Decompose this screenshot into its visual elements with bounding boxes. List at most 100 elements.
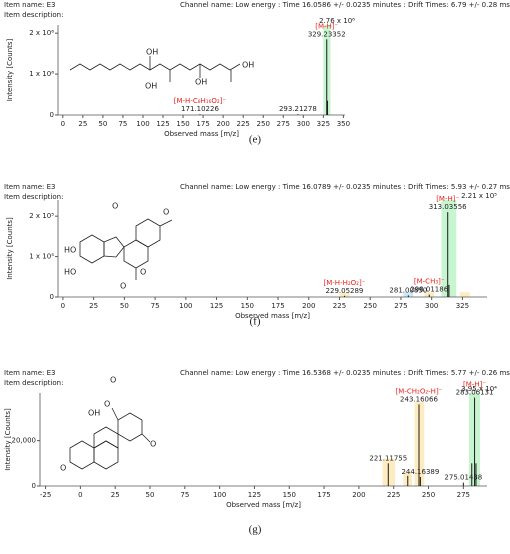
x-tick-label: 100 xyxy=(179,302,192,310)
peak-label: 221.11755 xyxy=(369,454,407,462)
caption: (e) xyxy=(249,134,262,146)
panel: OH OH OH OH Item name: E3 Item descriptio… xyxy=(4,1,510,146)
x-tick-label: 75 xyxy=(180,491,189,499)
structure-label: O xyxy=(60,464,66,473)
ion-label: [M-H]⁻ xyxy=(315,22,338,30)
x-tick-label: 0 xyxy=(78,491,82,499)
ion-label: [M-CH₂O₂-H]⁻ xyxy=(396,387,443,395)
x-tick-label: 0 xyxy=(61,120,65,128)
x-tick-label: 100 xyxy=(213,491,226,499)
channel: Channel name: Low energy : Time 16.0586 … xyxy=(180,1,510,9)
x-tick-label: 150 xyxy=(176,120,189,128)
peak-label: 275.01438 xyxy=(444,474,482,482)
x-tick-label: 125 xyxy=(248,491,261,499)
x-tick-label: 300 xyxy=(297,120,310,128)
item-description: Item description: xyxy=(4,193,63,201)
structure-label: O xyxy=(163,208,169,217)
x-tick-label: 300 xyxy=(425,302,438,310)
y-axis-label: Intensity [Counts] xyxy=(6,217,14,280)
panel: O OH O O O Item name: E3 Item description… xyxy=(4,369,510,536)
ion-label: [M-H]⁻ xyxy=(436,195,459,203)
x-tick-label: -25 xyxy=(40,491,51,499)
x-tick-label: 175 xyxy=(271,302,284,310)
x-tick-label: 175 xyxy=(317,491,330,499)
peak-label: 244.16389 xyxy=(401,468,439,476)
x-tick-label: 225 xyxy=(333,302,346,310)
channel: Channel name: Low energy : Time 16.5368 … xyxy=(180,369,510,377)
item-name: Item name: E3 xyxy=(4,183,55,191)
x-tick-label: 325 xyxy=(456,302,469,310)
structure-label: HO xyxy=(64,246,76,255)
max-label: 2.21 x 10⁵ xyxy=(461,192,497,200)
ion-label: [M-CH₃]⁻ xyxy=(414,278,445,286)
structure-label: O xyxy=(110,376,116,385)
structure-label: O xyxy=(104,400,110,409)
ion-label: [M-H-H₂O₂]⁻ xyxy=(324,279,366,287)
x-axis-label: Observed mass [m/z] xyxy=(164,130,239,138)
structure-label: OH xyxy=(145,82,157,91)
x-tick-label: 75 xyxy=(151,302,160,310)
structure xyxy=(69,407,151,470)
x-tick-label: 250 xyxy=(257,120,270,128)
peak-label: 293.21278 xyxy=(279,105,317,113)
x-tick-label: 25 xyxy=(111,491,120,499)
x-tick-label: 275 xyxy=(457,491,470,499)
x-tick-label: 250 xyxy=(364,302,377,310)
caption: (g) xyxy=(249,524,262,536)
x-tick-label: 75 xyxy=(118,120,127,128)
y-tick-label: 1 x 10⁵ xyxy=(29,253,54,261)
x-tick-label: 225 xyxy=(387,491,400,499)
peak-label: 281.00850 xyxy=(389,286,427,294)
x-tick-label: 275 xyxy=(394,302,407,310)
caption: (f) xyxy=(250,316,261,328)
x-axis-label: Observed mass [m/z] xyxy=(226,501,301,509)
x-tick-label: 100 xyxy=(136,120,149,128)
highlight xyxy=(382,458,396,486)
x-tick-label: 125 xyxy=(210,302,223,310)
y-tick-label: 1 x 10⁶ xyxy=(29,70,54,78)
peak-label: 298.01186 xyxy=(410,286,448,294)
highlight xyxy=(441,200,457,297)
x-tick-label: 175 xyxy=(196,120,209,128)
y-tick-label: 20,000 xyxy=(12,437,37,445)
peak-label: 313.03556 xyxy=(429,203,467,211)
max-label: 2.76 x 10⁶ xyxy=(319,17,355,25)
x-tick-label: 225 xyxy=(236,120,249,128)
structure-label: O xyxy=(120,282,126,291)
peak-label: 329.23352 xyxy=(308,30,346,38)
peak-label: 283.06131 xyxy=(456,389,494,397)
x-tick-label: 350 xyxy=(337,120,350,128)
x-tick-label: 50 xyxy=(98,120,107,128)
ion-label: [M-H-C₈H₁₆O₂]⁻ xyxy=(174,97,227,105)
channel: Channel name: Low energy : Time 16.0789 … xyxy=(180,183,510,191)
x-axis-label: Observed mass [m/z] xyxy=(235,312,310,320)
structure-label: OH xyxy=(146,48,158,57)
x-tick-label: 0 xyxy=(61,302,65,310)
x-tick-label: 200 xyxy=(352,491,365,499)
x-tick-label: 250 xyxy=(422,491,435,499)
x-tick-label: 200 xyxy=(302,302,315,310)
highlight xyxy=(339,292,350,297)
y-tick-label: 2 x 10⁵ xyxy=(29,212,54,220)
ion-label: [M-H]⁻ xyxy=(463,381,486,389)
highlight xyxy=(459,292,470,297)
y-axis-label: Intensity [Counts] xyxy=(6,38,14,101)
structure-label: O xyxy=(150,440,156,449)
structure-label: OH xyxy=(195,78,207,87)
x-tick-label: 150 xyxy=(241,302,254,310)
structure-label: O xyxy=(140,268,146,277)
y-tick-label: 0 xyxy=(50,111,54,119)
structure xyxy=(69,56,241,82)
panel: O O HO HO O O Item name: E3 Item descript… xyxy=(4,183,510,328)
peak-label: 171.10226 xyxy=(181,105,219,113)
peak-label: 229.05289 xyxy=(326,287,364,295)
x-tick-label: 50 xyxy=(146,491,155,499)
y-tick-label: 2 x 10⁶ xyxy=(29,29,54,37)
peak-label: 243.16066 xyxy=(400,395,438,403)
x-tick-label: 50 xyxy=(120,302,129,310)
x-tick-label: 150 xyxy=(283,491,296,499)
structure-label: OH xyxy=(242,61,254,70)
item-description: Item description: xyxy=(4,11,63,19)
